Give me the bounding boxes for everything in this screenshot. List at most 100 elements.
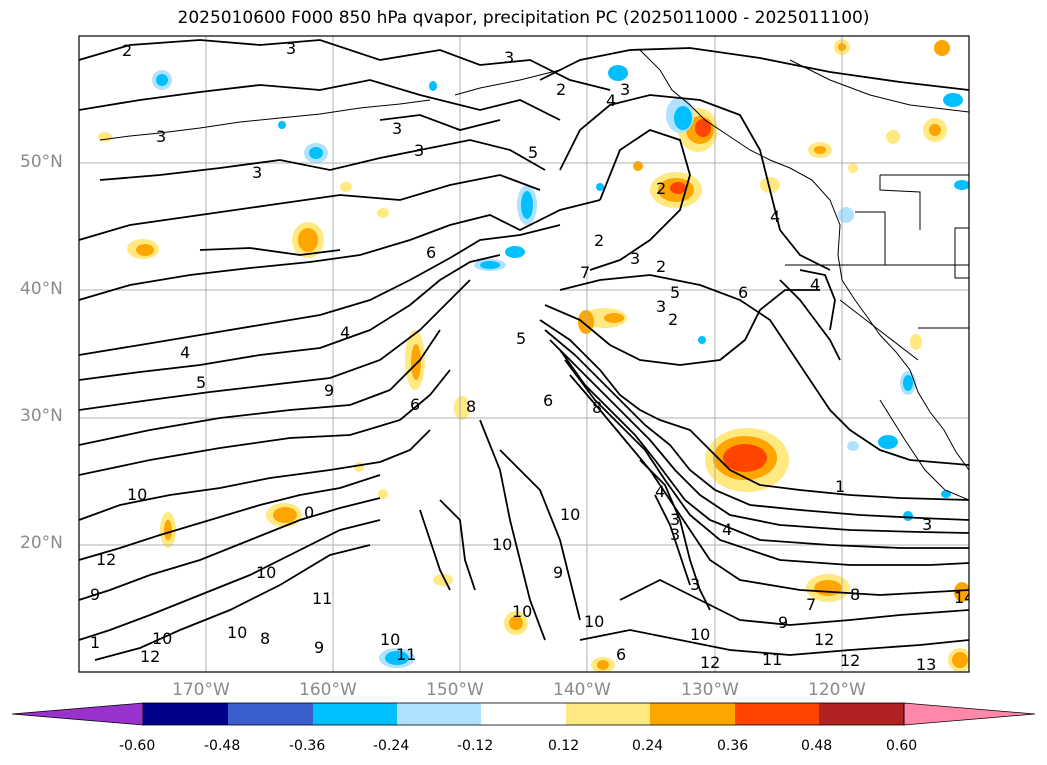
contour-label: 10 bbox=[560, 505, 580, 524]
colorbar-bin bbox=[650, 703, 735, 725]
colorbar-tick-label: -0.24 bbox=[373, 738, 410, 754]
contour-label: 12 bbox=[140, 647, 160, 666]
contour-label: 14 bbox=[954, 588, 974, 607]
contour-label: 5 bbox=[196, 373, 206, 392]
contour-label: 12 bbox=[840, 651, 860, 670]
contour-label: 10 bbox=[380, 630, 400, 649]
colorbar-bin bbox=[228, 703, 313, 725]
contour-label: 5 bbox=[528, 143, 538, 162]
coastlines bbox=[99, 49, 969, 501]
lat-tick-label: 20°N bbox=[20, 533, 63, 553]
contour-label: 6 bbox=[738, 283, 748, 302]
contour-label: 12 bbox=[814, 630, 834, 649]
colorbar-bin bbox=[566, 703, 650, 725]
colorbar-tick-label: -0.36 bbox=[289, 738, 326, 754]
contour-label: 3 bbox=[620, 80, 630, 99]
contour-label: 7 bbox=[580, 263, 590, 282]
contour-label: 9 bbox=[314, 638, 324, 657]
contour-label: 11 bbox=[762, 650, 782, 669]
colorbar-frame bbox=[142, 702, 905, 726]
contour-label: 8 bbox=[592, 398, 602, 417]
colorbar-extend-low bbox=[11, 702, 144, 726]
contour-label: 3 bbox=[656, 297, 666, 316]
contour-label: 10 bbox=[492, 535, 512, 554]
colorbar-bin bbox=[735, 703, 819, 725]
colorbar-bin bbox=[819, 703, 904, 725]
contour-label: 9 bbox=[553, 563, 563, 582]
contour-label: 1 bbox=[835, 477, 845, 496]
contour-label: 3 bbox=[670, 525, 680, 544]
lon-tick-label: 140°W bbox=[553, 680, 611, 700]
contour-label: 9 bbox=[778, 613, 788, 632]
colorbar-tick-label: 0.48 bbox=[801, 738, 833, 754]
contour-label: 5 bbox=[516, 329, 526, 348]
colorbar-bin bbox=[481, 703, 566, 725]
contour-label: 9 bbox=[324, 381, 334, 400]
lon-tick-label: 120°W bbox=[808, 680, 866, 700]
lon-tick-label: 150°W bbox=[426, 680, 484, 700]
colorbar bbox=[11, 702, 1036, 726]
lat-tick-label: 40°N bbox=[20, 279, 63, 299]
contour-label: 13 bbox=[916, 655, 936, 674]
contour-label: 7 bbox=[806, 595, 816, 614]
colorbar-tick-label: 0.60 bbox=[886, 738, 918, 754]
contour-label: 4 bbox=[722, 520, 732, 539]
contour-label: 1 bbox=[90, 633, 100, 652]
colorbar-bin bbox=[397, 703, 481, 725]
negative-shading bbox=[152, 65, 969, 668]
colorbar-tick-label: 0.12 bbox=[548, 738, 580, 754]
contour-label: 3 bbox=[922, 515, 932, 534]
contour-label: 2 bbox=[656, 179, 666, 198]
lon-tick-label: 170°W bbox=[172, 680, 230, 700]
colorbar-tick-label: 0.24 bbox=[632, 738, 664, 754]
colorbar-bin bbox=[313, 703, 397, 725]
contour-label: 6 bbox=[410, 395, 420, 414]
contour-label: 6 bbox=[543, 391, 553, 410]
contour-label: 4 bbox=[606, 91, 616, 110]
colorbar-bin bbox=[143, 703, 228, 725]
contour-label: 11 bbox=[312, 589, 332, 608]
contour-label: 2 bbox=[122, 41, 132, 60]
contour-label: 4 bbox=[340, 323, 350, 342]
map-title: 2025010600 F000 850 hPa qvapor, precipit… bbox=[177, 8, 870, 28]
lon-tick-label: 160°W bbox=[299, 680, 357, 700]
contour-label: 12 bbox=[700, 653, 720, 672]
contour-label: 3 bbox=[670, 510, 680, 529]
contour-label: 3 bbox=[392, 119, 402, 138]
contour-label: 10 bbox=[127, 485, 147, 504]
contour-label: 3 bbox=[690, 575, 700, 594]
lat-tick-label: 50°N bbox=[20, 152, 63, 172]
contour-label: 8 bbox=[466, 397, 476, 416]
contour-label: 3 bbox=[630, 249, 640, 268]
contour-label: 0 bbox=[304, 503, 314, 522]
contour-label: 2 bbox=[656, 257, 666, 276]
contour-label: 3 bbox=[414, 141, 424, 160]
colorbar-extend-high bbox=[903, 702, 1036, 726]
contour-label: 6 bbox=[426, 243, 436, 262]
contour-label: 10 bbox=[256, 563, 276, 582]
gridlines bbox=[79, 36, 969, 672]
contour-label: 10 bbox=[584, 612, 604, 631]
lon-tick-label: 130°W bbox=[681, 680, 739, 700]
contour-label: 2 bbox=[594, 231, 604, 250]
contour-label: 4 bbox=[770, 207, 780, 226]
contour-label: 10 bbox=[227, 623, 247, 642]
contour-label: 8 bbox=[850, 585, 860, 604]
contour-label: 5 bbox=[670, 283, 680, 302]
colorbar-tick-label: 0.36 bbox=[717, 738, 749, 754]
contour-label: 11 bbox=[396, 645, 416, 664]
colorbar-tick-label: -0.60 bbox=[119, 738, 156, 754]
contour-labels: 2 3 3 2 4 3 3 3 3 3 5 2 4 2 3 2 7 6 5 3 … bbox=[90, 39, 974, 674]
qvapor-contours bbox=[79, 39, 969, 661]
contour-label: 4 bbox=[655, 482, 665, 501]
contour-label: 9 bbox=[90, 585, 100, 604]
contour-label: 2 bbox=[556, 80, 566, 99]
contour-label: 3 bbox=[156, 127, 166, 146]
contour-label: 10 bbox=[512, 602, 532, 621]
contour-label: 6 bbox=[616, 645, 626, 664]
contour-label: 3 bbox=[504, 48, 514, 67]
map-background bbox=[79, 36, 969, 672]
colorbar-tick-label: -0.48 bbox=[204, 738, 241, 754]
contour-label: 4 bbox=[180, 343, 190, 362]
